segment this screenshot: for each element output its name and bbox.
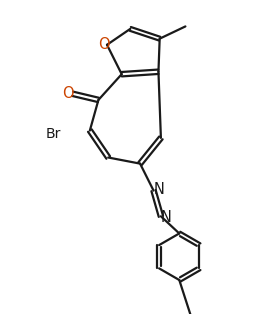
Text: N: N (154, 182, 164, 197)
Text: O: O (63, 86, 74, 101)
Text: N: N (161, 210, 172, 225)
Text: Br: Br (45, 127, 61, 141)
Text: O: O (98, 37, 110, 52)
